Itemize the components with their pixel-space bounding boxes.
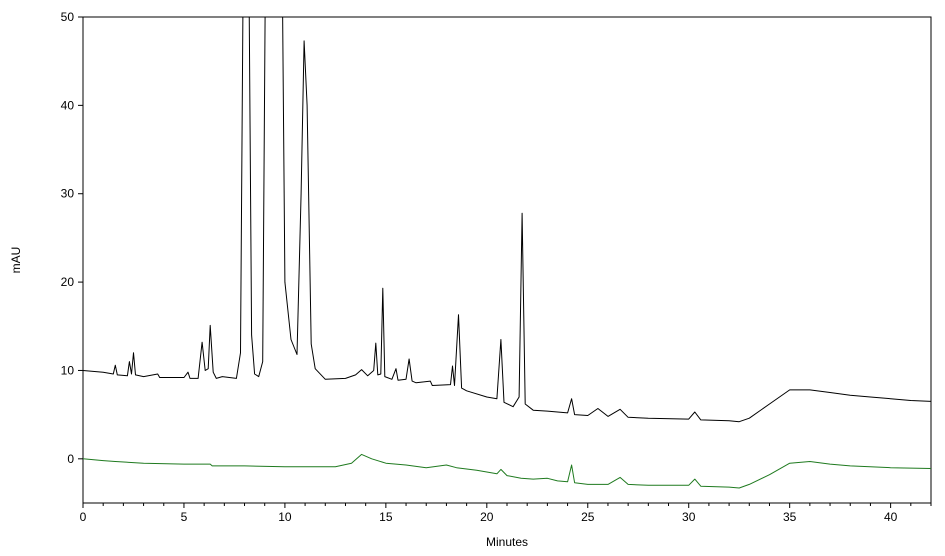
x-axis-title: Minutes [486,535,528,549]
y-tick-label: 20 [61,275,75,289]
y-axis: 0 10 20 30 40 50 [61,10,83,466]
x-tick-label: 40 [884,510,898,524]
y-tick-label: 40 [61,98,75,112]
y-tick-label: 30 [61,187,75,201]
y-tick-label: 10 [61,363,75,377]
series-line-1 [83,17,931,423]
x-tick-label: 35 [783,510,797,524]
x-tick-label: 20 [480,510,494,524]
x-tick-label: 0 [80,510,87,524]
series-layer [83,17,931,489]
y-tick-label: 0 [67,452,74,466]
x-tick-label: 25 [581,510,595,524]
x-tick-label: 5 [181,510,188,524]
x-tick-label: 10 [278,510,292,524]
x-axis: 0 5 10 15 20 25 30 35 40 [80,503,932,524]
series-line-2 [83,453,931,489]
y-tick-label: 50 [61,10,75,24]
x-tick-label: 30 [682,510,696,524]
plot-frame [82,16,932,504]
y-axis-title: mAU [9,247,23,274]
x-tick-label: 15 [379,510,393,524]
